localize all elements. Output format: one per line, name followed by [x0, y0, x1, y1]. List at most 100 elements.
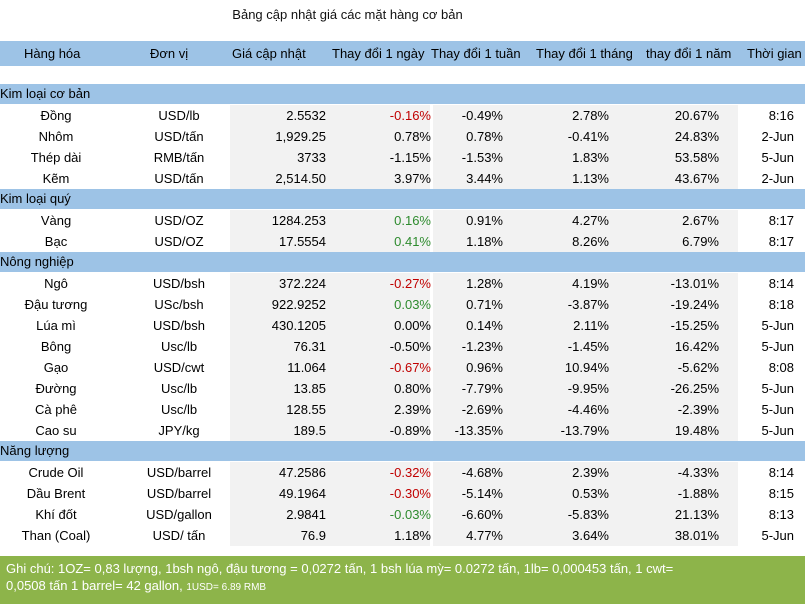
- cell-item-name: Ngô: [44, 276, 68, 291]
- cell-day-change: 0.78%: [394, 129, 431, 144]
- table-row: Crude Oil USD/barrel 47.2586 -0.32% -4.68% 2.…: [0, 462, 805, 483]
- cell-item-name: Cà phê: [35, 402, 77, 417]
- cell-month-change: 0.53%: [572, 486, 609, 501]
- cell-update-time: 8:14: [768, 276, 794, 291]
- cell-update-time: 2-Jun: [761, 129, 794, 144]
- cell-item-name: Bạc: [44, 234, 68, 249]
- footer-note: Ghi chú: 1OZ= 0,83 lượng, 1bsh ngô, đậu …: [0, 556, 805, 604]
- cell-year-change: -4.33%: [677, 465, 719, 480]
- cell-week-change: -7.79%: [461, 381, 503, 396]
- cell-unit: USD/bsh: [152, 276, 206, 291]
- cell-day-change: -0.03%: [389, 507, 431, 522]
- table-row: Bông Usc/lb 76.31 -0.50% -1.23% -1.45% 16.42% 5…: [0, 336, 805, 357]
- cell-item-name: Bông: [40, 339, 72, 354]
- cell-update-time: 5-Jun: [761, 339, 794, 354]
- header-time: Thời gian: [747, 46, 802, 61]
- cell-week-change: -0.49%: [461, 108, 503, 123]
- cell-unit: USD/OZ: [154, 213, 204, 228]
- cell-update-time: 8:08: [768, 360, 794, 375]
- cell-unit: USD/gallon: [146, 507, 212, 522]
- cell-price: 430.1205: [271, 318, 326, 333]
- category-header: Nông nghiệp: [0, 252, 805, 272]
- cell-item-name: Đồng: [40, 108, 72, 123]
- category-header: Kim loại quý: [0, 189, 805, 209]
- cell-unit: USD/barrel: [146, 465, 212, 480]
- cell-day-change: 0.16%: [394, 213, 431, 228]
- cell-year-change: -15.25%: [670, 318, 719, 333]
- cell-item-name: Vàng: [40, 213, 72, 228]
- cell-unit: Usc/lb: [160, 339, 198, 354]
- cell-week-change: 0.14%: [466, 318, 503, 333]
- page-title: Bảng cập nhật giá các mặt hàng cơ bản: [232, 7, 463, 22]
- cell-unit: Usc/lb: [160, 381, 198, 396]
- cell-day-change: 0.00%: [394, 318, 431, 333]
- table-row: Đồng USD/lb 2.5532 -0.16% -0.49% 2.78% 20.67% 8…: [0, 105, 805, 126]
- cell-year-change: 21.13%: [674, 507, 719, 522]
- cell-month-change: -4.46%: [567, 402, 609, 417]
- cell-year-change: -26.25%: [670, 381, 719, 396]
- table-row: Khí đốt USD/gallon 2.9841 -0.03% -6.60% -5.83…: [0, 504, 805, 525]
- cell-unit: USD/barrel: [146, 486, 212, 501]
- cell-price: 922.9252: [271, 297, 326, 312]
- cell-price: 47.2586: [279, 465, 326, 480]
- cell-item-name: Thép dài: [30, 150, 82, 165]
- cell-year-change: -13.01%: [670, 276, 719, 291]
- cell-week-change: -2.69%: [461, 402, 503, 417]
- cell-update-time: 8:17: [768, 213, 794, 228]
- cell-month-change: 3.64%: [572, 528, 609, 543]
- footer-exchange-rate: 1USD= 6.89 RMB: [186, 582, 267, 593]
- cell-update-time: 5-Jun: [761, 381, 794, 396]
- header-price: Giá cập nhật: [232, 46, 306, 61]
- cell-week-change: 0.78%: [466, 129, 503, 144]
- footer-line-1: Ghi chú: 1OZ= 0,83 lượng, 1bsh ngô, đậu …: [6, 561, 674, 576]
- cell-week-change: 3.44%: [466, 171, 503, 186]
- cell-price: 1,929.25: [275, 129, 326, 144]
- table-header: Hàng hóa Đơn vị Giá cập nhật Thay đổi 1 …: [0, 41, 805, 66]
- cell-unit: RMB/tấn: [153, 150, 205, 165]
- cell-update-time: 2-Jun: [761, 171, 794, 186]
- cell-item-name: Nhôm: [38, 129, 74, 144]
- cell-year-change: -2.39%: [677, 402, 719, 417]
- cell-price: 2,514.50: [275, 171, 326, 186]
- cell-month-change: -0.41%: [567, 129, 609, 144]
- cell-price: 372.224: [279, 276, 326, 291]
- table-row: Vàng USD/OZ 1284.253 0.16% 0.91% 4.27% 2.67% 8:…: [0, 210, 805, 231]
- cell-price: 13.85: [293, 381, 326, 396]
- cell-day-change: 0.41%: [394, 234, 431, 249]
- cell-price: 17.5554: [279, 234, 326, 249]
- cell-year-change: -5.62%: [677, 360, 719, 375]
- cell-month-change: -13.79%: [560, 423, 609, 438]
- table-row: Dầu Brent USD/barrel 49.1964 -0.30% -5.14% 0.…: [0, 483, 805, 504]
- header-unit: Đơn vị: [150, 46, 189, 61]
- cell-month-change: 1.83%: [572, 150, 609, 165]
- cell-week-change: -5.14%: [461, 486, 503, 501]
- cell-update-time: 5-Jun: [761, 318, 794, 333]
- cell-price: 2.9841: [286, 507, 326, 522]
- cell-unit: USD/tấn: [154, 129, 204, 144]
- cell-update-time: 8:16: [768, 108, 794, 123]
- cell-week-change: 4.77%: [466, 528, 503, 543]
- cell-month-change: 4.27%: [572, 213, 609, 228]
- cell-item-name: Khí đốt: [35, 507, 77, 522]
- cell-item-name: Than (Coal): [21, 528, 91, 543]
- cell-day-change: -0.16%: [389, 108, 431, 123]
- cell-year-change: 20.67%: [674, 108, 719, 123]
- table-row: Thép dài RMB/tấn 3733 -1.15% -1.53% 1.83% 53.5…: [0, 147, 805, 168]
- cell-item-name: Cao su: [35, 423, 77, 438]
- cell-month-change: 4.19%: [572, 276, 609, 291]
- table-row: Than (Coal) USD/ tấn 76.9 1.18% 4.77% 3.64% 38…: [0, 525, 805, 546]
- table-row: Kẽm USD/tấn 2,514.50 3.97% 3.44% 1.13% 43.67% 2…: [0, 168, 805, 189]
- cell-price: 49.1964: [279, 486, 326, 501]
- cell-day-change: 2.39%: [394, 402, 431, 417]
- cell-month-change: -1.45%: [567, 339, 609, 354]
- cell-item-name: Crude Oil: [28, 465, 84, 480]
- cell-price: 189.5: [293, 423, 326, 438]
- cell-week-change: 1.18%: [466, 234, 503, 249]
- cell-unit: USD/bsh: [152, 318, 206, 333]
- cell-year-change: 19.48%: [674, 423, 719, 438]
- cell-update-time: 8:18: [768, 297, 794, 312]
- table-row: Đậu tương USc/bsh 922.9252 0.03% 0.71% -3.87%…: [0, 294, 805, 315]
- cell-item-name: Kẽm: [42, 171, 70, 186]
- category-header: Kim loại cơ bản: [0, 84, 805, 104]
- cell-week-change: 0.96%: [466, 360, 503, 375]
